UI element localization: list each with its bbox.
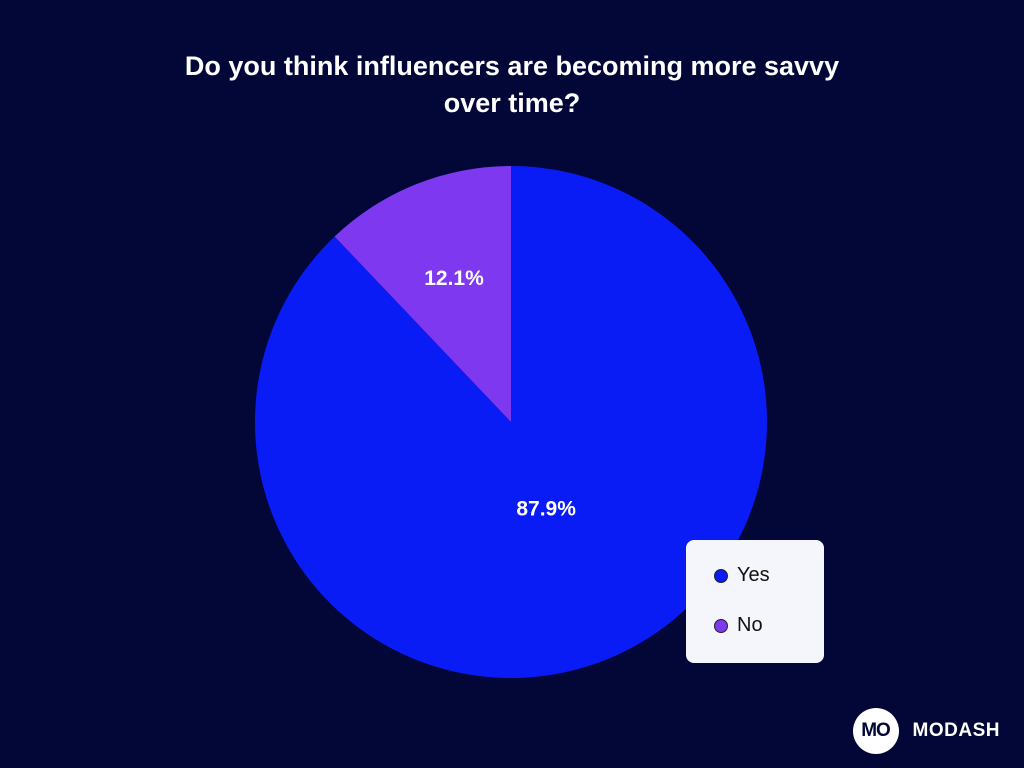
pie-slice-yes bbox=[255, 166, 767, 678]
pie-slice-no bbox=[334, 166, 511, 422]
brand: MO MODASH bbox=[852, 708, 1000, 754]
brand-name: MODASH bbox=[912, 720, 1000, 741]
legend-label-yes: Yes bbox=[737, 564, 770, 586]
chart-title: Do you think influencers are becoming mo… bbox=[184, 51, 840, 118]
data-label-yes: 87.9% bbox=[516, 498, 576, 521]
legend-swatch-yes bbox=[714, 568, 728, 583]
legend-swatch-no bbox=[714, 618, 728, 633]
legend-item-no: No bbox=[714, 614, 763, 637]
legend-item-yes: Yes bbox=[714, 564, 770, 587]
data-label-no: 12.1% bbox=[424, 267, 484, 290]
modash-logo-icon: MO bbox=[852, 708, 899, 754]
legend-label-no: No bbox=[737, 614, 763, 636]
legend: Yes No bbox=[686, 540, 824, 663]
